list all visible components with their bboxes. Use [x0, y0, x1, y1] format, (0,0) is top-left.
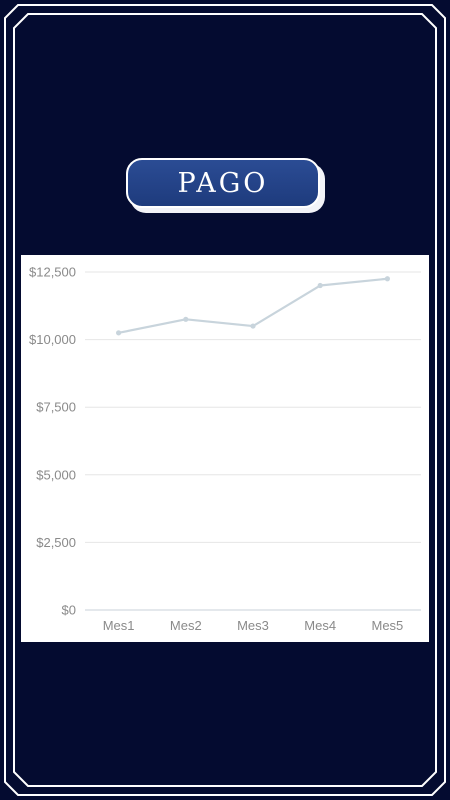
y-tick-label: $0 — [62, 603, 76, 618]
data-point — [384, 276, 390, 282]
x-tick-label: Mes5 — [372, 618, 404, 633]
x-tick-label: Mes2 — [170, 618, 202, 633]
y-tick-label: $10,000 — [29, 332, 76, 347]
y-tick-label: $12,500 — [29, 265, 76, 280]
page-title: PAGO — [126, 158, 320, 208]
data-point — [250, 323, 256, 329]
data-point — [183, 316, 189, 322]
x-tick-label: Mes4 — [304, 618, 336, 633]
data-point — [317, 282, 323, 289]
x-tick-label: Mes1 — [103, 618, 135, 633]
y-tick-label: $5,000 — [36, 467, 76, 482]
x-tick-label: Mes3 — [237, 618, 269, 633]
y-tick-label: $7,500 — [36, 400, 76, 415]
chart-panel: $0 $2,500 $5,000 $7,500 $10,000 $12,500 Mes1 Me… — [21, 255, 429, 642]
data-point — [116, 330, 122, 336]
y-tick-label: $2,500 — [36, 535, 76, 550]
line-chart: $0 $2,500 $5,000 $7,500 $10,000 $12,500 Mes1 Me… — [29, 265, 421, 633]
